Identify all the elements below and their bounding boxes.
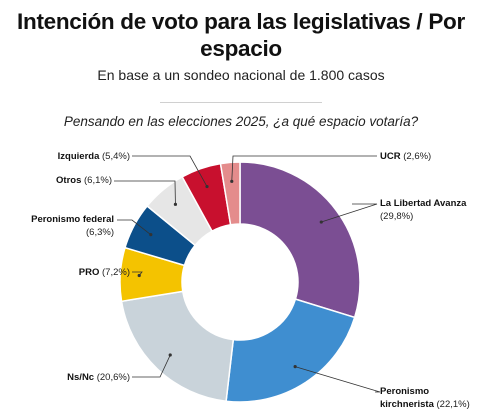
leader-line-otros	[114, 180, 176, 205]
leader-line-izquierda	[132, 155, 208, 187]
leader-line-peronismo-federal	[117, 219, 152, 235]
leader-dot-ucr	[230, 179, 234, 183]
label-peronismo-kirchnerista: kirchnerista (22,1%)	[380, 399, 470, 410]
label-otros: Otros (6,1%)	[56, 175, 112, 186]
slice-ns-nc	[120, 290, 235, 403]
leader-dot-pro	[137, 273, 141, 278]
label-peronismo-federal: Peronismo federal	[31, 214, 114, 225]
slice-la-libertad-avanza	[239, 161, 361, 319]
label-peronismo-kirchnerista: Peronismo	[380, 386, 429, 397]
label-ns-nc: Ns/Nc (20,6%)	[67, 372, 130, 383]
label-la-libertad-avanza: (29,8%)	[380, 211, 413, 222]
label-la-libertad-avanza: La Libertad Avanza	[380, 198, 467, 209]
leader-dot-la-libertad-avanza	[319, 220, 323, 224]
chart-subtitle: En base a un sondeo nacional de 1.800 ca…	[97, 67, 385, 83]
label-izquierda: Izquierda (5,4%)	[58, 151, 130, 162]
leader-line-ns-nc	[132, 354, 171, 378]
slice-ucr	[219, 161, 241, 226]
label-peronismo-federal: (6,3%)	[86, 227, 114, 238]
chart-title-line1: Intención de voto para las legislativas …	[17, 9, 465, 34]
label-pro: PRO (7,2%)	[79, 267, 130, 278]
divider	[160, 102, 322, 103]
leader-dot-otros	[173, 202, 178, 206]
leader-dot-izquierda	[205, 184, 209, 189]
label-ucr: UCR (2,6%)	[380, 151, 431, 162]
leader-line-ucr	[231, 155, 377, 182]
leader-line-peronismo-kirchnerista	[295, 366, 381, 393]
leader-dot-ns-nc	[168, 353, 172, 357]
chart-title-line2: espacio	[200, 36, 282, 61]
slice-peronismo-kirchnerista	[225, 298, 356, 403]
leader-line-la-libertad-avanza	[321, 203, 378, 223]
leader-dot-peronismo-kirchnerista	[293, 365, 297, 369]
chart-title: Intención de voto para las legislativas …	[0, 8, 482, 62]
leader-dot-peronismo-federal	[149, 233, 153, 237]
survey-question: Pensando en las elecciones 2025, ¿a qué …	[63, 114, 419, 129]
